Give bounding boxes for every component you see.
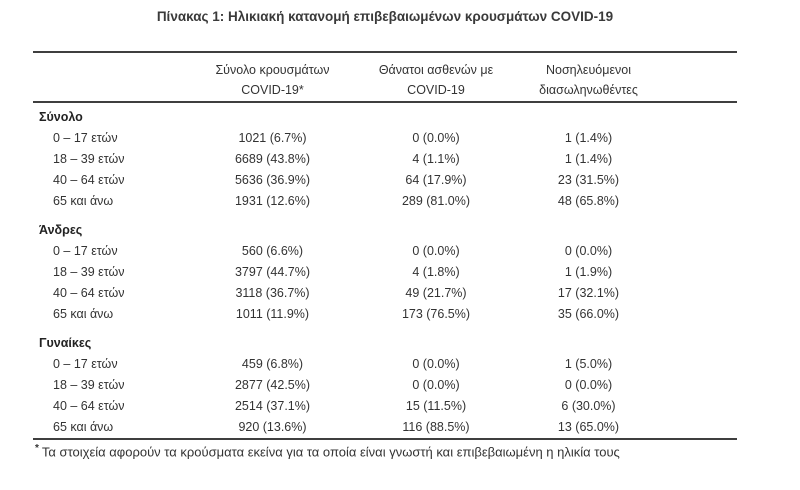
deaths-value: 173 (76.5%) [401,307,471,321]
intubated-value: 1 (1.4%) [564,152,613,166]
header-row: Σύνολο κρουσμάτων COVID-19* Θάνατοι ασθε… [33,52,737,103]
total-cases-value: 2877 (42.5%) [234,378,311,392]
table-title: Πίνακας 1: Ηλικιακή κατανομή επιβεβαιωμέ… [156,9,614,24]
intubated-value: 13 (65.0%) [557,420,620,434]
total-cases-value: 1021 (6.7%) [238,131,307,145]
table-row: 40 – 64 ετών 5636 (36.9%) 64 (17.9%) 23 (31… [33,170,737,191]
deaths-value: 0 (0.0%) [412,378,460,392]
age-range-label: 0 – 17 ετών [53,244,118,258]
footnote-text: Τα στοιχεία αφορούν τα κρούσματα εκείνα … [41,444,620,460]
total-cases-value: 3118 (36.7%) [235,286,310,300]
intubated-value: 35 (66.0%) [557,307,620,321]
header-deaths-line1: Θάνατοι ασθενών με [378,63,494,77]
footnote-marker: * [35,443,39,454]
spacer-cell [660,191,737,212]
spacer-cell [660,128,737,149]
deaths-value: 4 (1.1%) [412,152,460,166]
table-row: 0 – 17 ετών 1021 (6.7%) 0 (0.0%) 1 (1.4%) [33,128,737,149]
spacer-cell [660,149,737,170]
header-empty-cell [33,52,190,103]
deaths-value: 0 (0.0%) [412,357,460,371]
intubated-value: 1 (5.0%) [564,357,613,371]
footnote: * Τα στοιχεία αφορούν τα κρούσματα εκείνα… [35,440,795,460]
intubated-value: 17 (32.1%) [557,286,620,300]
data-table: Σύνολο κρουσμάτων COVID-19* Θάνατοι ασθε… [33,51,737,440]
spacer-cell [660,283,737,304]
age-range-label: 40 – 64 ετών [53,286,125,300]
deaths-value: 15 (11.5%) [405,399,467,413]
header-intubated: Νοσηλευόμενοι διασωληνωθέντες [517,52,660,103]
deaths-value: 0 (0.0%) [412,131,460,145]
spacer-cell [660,354,737,375]
header-total-cases: Σύνολο κρουσμάτων COVID-19* [190,52,355,103]
table-row: 18 – 39 ετών 2877 (42.5%) 0 (0.0%) 0 (0.0%) [33,375,737,396]
spacer-cell [660,170,737,191]
intubated-value: 1 (1.4%) [564,131,613,145]
age-range-label: 0 – 17 ετών [53,357,118,371]
age-range-label: 65 και άνω [53,307,114,321]
table-row: 18 – 39 ετών 6689 (43.8%) 4 (1.1%) 1 (1.4%) [33,149,737,170]
group-label: Σύνολο [39,110,83,124]
total-cases-value: 2514 (37.1%) [234,399,311,413]
age-distribution-table: Σύνολο κρουσμάτων COVID-19* Θάνατοι ασθε… [33,51,737,440]
age-range-label: 40 – 64 ετών [53,173,125,187]
table-row: 65 και άνω 920 (13.6%) 116 (88.5%) 13 (65.0… [33,417,737,439]
intubated-value: 0 (0.0%) [564,244,613,258]
intubated-value: 0 (0.0%) [564,378,613,392]
intubated-value: 48 (65.8%) [557,194,620,208]
total-cases-value: 3797 (44.7%) [234,265,311,279]
table-body: Σύνολο 0 – 17 ετών 1021 (6.7%) 0 (0.0%) 1 (1… [33,102,737,439]
age-range-label: 65 και άνω [53,194,114,208]
total-cases-value: 560 (6.6%) [241,244,304,258]
header-total-cases-line1: Σύνολο κρουσμάτων [215,63,330,77]
header-deaths-line2: COVID-19 [407,83,465,97]
header-deaths: Θάνατοι ασθενών με COVID-19 [355,52,517,103]
table-row: 18 – 39 ετών 3797 (44.7%) 4 (1.8%) 1 (1.9%) [33,262,737,283]
group-label: Γυναίκες [39,336,92,350]
age-range-label: 18 – 39 ετών [53,378,125,392]
table-row: 0 – 17 ετών 459 (6.8%) 0 (0.0%) 1 (5.0%) [33,354,737,375]
age-range-label: 65 και άνω [53,420,114,434]
table-row: 0 – 17 ετών 560 (6.6%) 0 (0.0%) 0 (0.0%) [33,241,737,262]
deaths-value: 49 (21.7%) [405,286,467,300]
header-total-cases-line2: COVID-19* [241,83,304,97]
table-row: 65 και άνω 1931 (12.6%) 289 (81.0%) 48 (65.… [33,191,737,212]
deaths-value: 4 (1.8%) [412,265,460,279]
total-cases-value: 5636 (36.9%) [234,173,311,187]
spacer-cell [660,262,737,283]
intubated-value: 1 (1.9%) [564,265,613,279]
total-cases-value: 6689 (43.8%) [234,152,311,166]
group-row: Γυναίκες [33,325,737,354]
group-row: Άνδρες [33,212,737,241]
deaths-value: 0 (0.0%) [412,244,460,258]
age-range-label: 40 – 64 ετών [53,399,125,413]
header-intubated-line2: διασωληνωθέντες [539,83,638,97]
group-label: Άνδρες [39,223,83,237]
table-row: 40 – 64 ετών 3118 (36.7%) 49 (21.7%) 17 (32… [33,283,737,304]
total-cases-value: 1931 (12.6%) [234,194,311,208]
spacer-cell [660,241,737,262]
deaths-value: 289 (81.0%) [401,194,471,208]
spacer-cell [660,396,737,417]
age-range-label: 18 – 39 ετών [53,265,125,279]
spacer-cell [660,375,737,396]
total-cases-value: 459 (6.8%) [241,357,304,371]
total-cases-value: 920 (13.6%) [238,420,307,434]
deaths-value: 116 (88.5%) [402,420,470,434]
table-row: 40 – 64 ετών 2514 (37.1%) 15 (11.5%) 6 (30.… [33,396,737,417]
age-range-label: 0 – 17 ετών [53,131,118,145]
intubated-value: 6 (30.0%) [561,399,616,413]
spacer-cell [660,304,737,325]
table-row: 65 και άνω 1011 (11.9%) 173 (76.5%) 35 (66.… [33,304,737,325]
spacer-cell [660,417,737,439]
age-range-label: 18 – 39 ετών [53,152,125,166]
total-cases-value: 1011 (11.9%) [235,307,310,321]
header-spacer-cell [660,52,737,103]
deaths-value: 64 (17.9%) [405,173,467,187]
intubated-value: 23 (31.5%) [557,173,620,187]
header-intubated-line1: Νοσηλευόμενοι [545,63,631,77]
group-row: Σύνολο [33,102,737,128]
